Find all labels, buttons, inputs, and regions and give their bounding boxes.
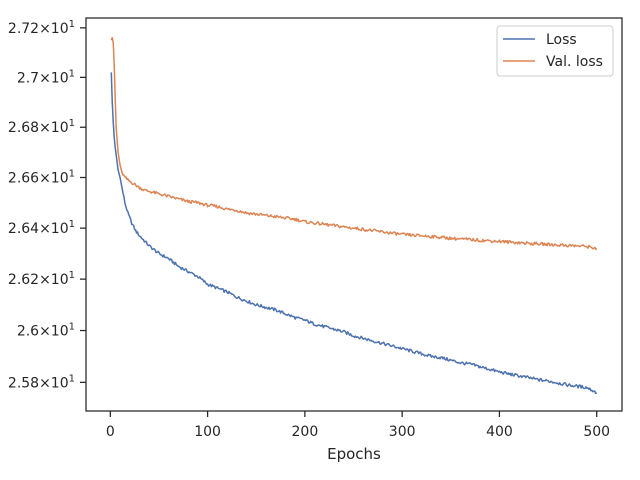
x-tick-label: 500	[583, 424, 610, 440]
x-axis-ticks: 0 100 200 300 400 500	[106, 411, 610, 440]
legend-label-loss: Loss	[546, 32, 577, 48]
series-group	[110, 36, 598, 395]
y-tick-label: 2.64×101	[8, 219, 75, 237]
x-tick-label: 300	[389, 424, 416, 440]
y-axis-ticks: 2.58×101 2.6×101 2.62×101 2.64×101 2.66×101 2…	[8, 19, 86, 391]
y-tick-label: 2.7×101	[17, 68, 75, 86]
x-tick-label: 400	[486, 424, 513, 440]
y-tick-label: 2.62×101	[8, 270, 75, 288]
x-tick-label: 0	[106, 424, 115, 440]
y-tick-label: 2.72×101	[8, 19, 75, 37]
x-tick-label: 200	[292, 424, 319, 440]
y-tick-label: 2.68×101	[8, 118, 75, 136]
y-tick-label: 2.6×101	[17, 322, 75, 340]
x-tick-label: 100	[194, 424, 221, 440]
x-axis-label: Epochs	[327, 445, 381, 463]
plot-background	[86, 18, 622, 411]
series-line-val-loss	[110, 36, 598, 251]
series-line-loss	[110, 72, 598, 395]
y-tick-label: 2.58×101	[8, 373, 75, 391]
plot-frame	[85, 17, 623, 412]
legend-label-val-loss: Val. loss	[546, 54, 603, 70]
y-tick-label: 2.66×101	[8, 168, 75, 186]
legend: Loss Val. loss	[496, 25, 614, 77]
